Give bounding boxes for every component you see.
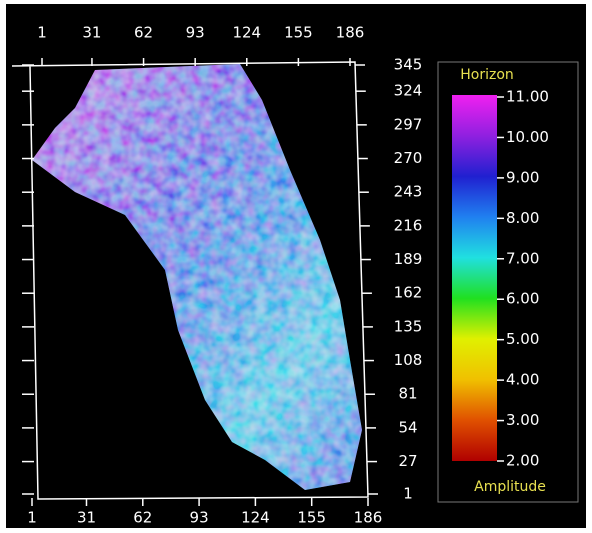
y-tick-label: 1 (403, 485, 413, 503)
x-tick-label: 93 (190, 509, 209, 527)
colorbar-tick-label: 4.00 (506, 371, 539, 389)
x-tick-label: 155 (297, 509, 326, 527)
x-tick-label: 93 (186, 24, 205, 42)
horizon-map (32, 64, 362, 490)
y-tick-label: 243 (394, 183, 423, 201)
colorbar-tick-label: 9.00 (506, 168, 539, 186)
y-tick-label: 270 (394, 149, 423, 167)
x-tick-label: 31 (77, 509, 96, 527)
y-tick-label: 345 (394, 56, 423, 74)
y-tick-label: 81 (398, 385, 417, 403)
y-tick-label: 27 (398, 452, 417, 470)
colorbar-box (437, 61, 579, 503)
colorbar (452, 95, 497, 461)
colorbar-tick-label: 11.00 (506, 88, 549, 106)
x-tick-label: 124 (241, 509, 270, 527)
x-tick-label: 186 (336, 24, 365, 42)
y-tick-label: 135 (394, 317, 423, 335)
y-tick-label: 108 (394, 351, 423, 369)
y-tick-label: 297 (394, 115, 423, 133)
x-tick-label: 155 (284, 24, 313, 42)
colorbar-label: Amplitude (474, 479, 546, 495)
x-tick-label: 124 (232, 24, 261, 42)
colorbar-tick-label: 3.00 (506, 411, 539, 429)
colorbar-tick-label: 6.00 (506, 290, 539, 308)
y-tick-label: 189 (394, 250, 423, 268)
colorbar-tick-label: 2.00 (506, 452, 539, 470)
x-tick-label: 1 (27, 509, 37, 527)
colorbar-title: Horizon (460, 67, 514, 83)
colorbar-tick-label: 5.00 (506, 330, 539, 348)
y-tick-label: 324 (394, 82, 423, 100)
y-tick-label: 54 (398, 418, 417, 436)
colorbar-tick-label: 8.00 (506, 209, 539, 227)
colorbar-tick-label: 10.00 (506, 128, 549, 146)
colorbar-tick-label: 7.00 (506, 249, 539, 267)
frame (11, 61, 369, 500)
y-tick-label: 216 (394, 216, 423, 234)
x-tick-label: 1 (37, 24, 47, 42)
x-tick-label: 62 (134, 24, 153, 42)
x-tick-label: 31 (82, 24, 101, 42)
x-tick-label: 186 (354, 509, 383, 527)
y-tick-label: 162 (394, 284, 423, 302)
x-tick-label: 62 (133, 509, 152, 527)
